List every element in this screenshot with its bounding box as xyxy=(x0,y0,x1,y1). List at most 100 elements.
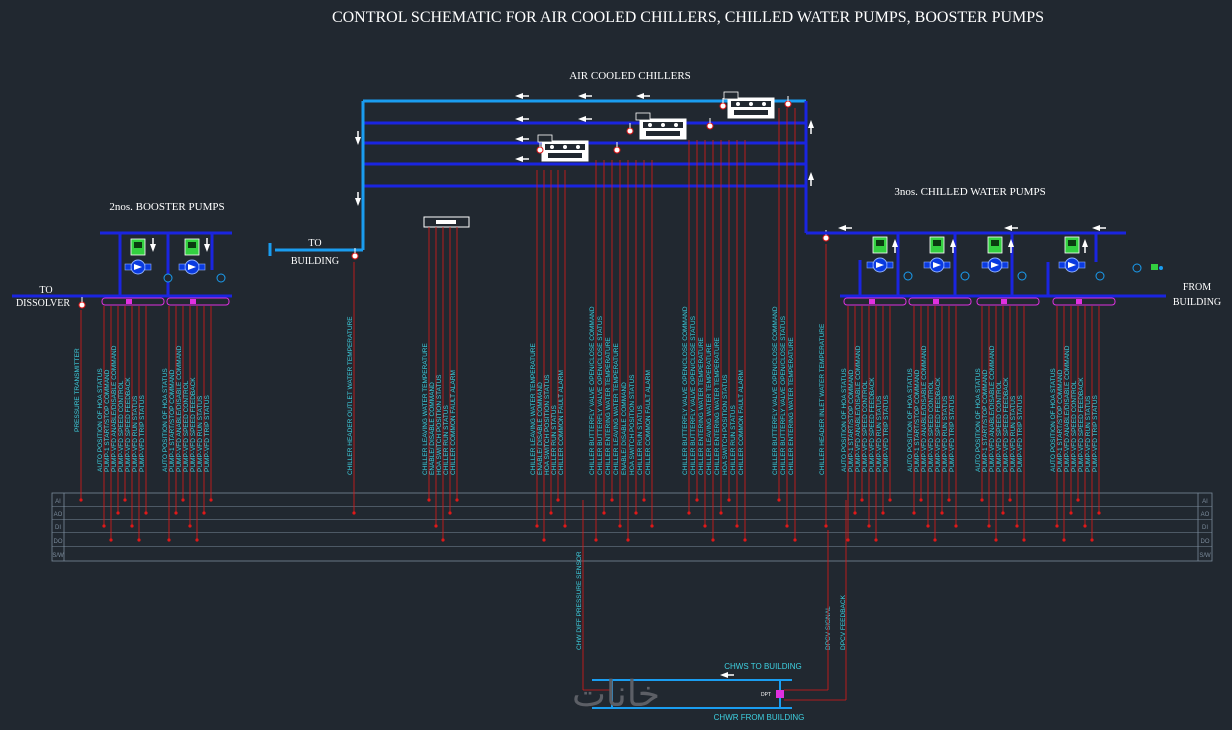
signal-label: HOA SWITCH POSITION STATUS xyxy=(544,374,551,475)
chiller-units xyxy=(351,91,830,260)
svg-text:DISSOLVER: DISSOLVER xyxy=(16,298,70,309)
chwp-piping xyxy=(806,231,1166,298)
signal-label: AUTO POSITION OF HOA STATUS xyxy=(975,368,982,472)
bus-connection-dot xyxy=(109,538,113,542)
bus-connection-dot xyxy=(427,498,431,502)
bus-connection-dot xyxy=(167,538,171,542)
bus-connection-dot xyxy=(785,524,789,528)
bus-connection-dot xyxy=(777,498,781,502)
bus-connection-dot xyxy=(1015,524,1019,528)
signal-label: PUMP-VFD RUN STATUS xyxy=(197,395,204,472)
svg-text:BUILDING: BUILDING xyxy=(1173,297,1221,308)
signal-label: CHILLER ENTERING WATER TEMPERATURE xyxy=(605,337,612,475)
signal-label: PUMP-VFD SPEED FEEDBACK xyxy=(869,377,876,472)
bus-connection-dot xyxy=(195,538,199,542)
signal-label: PUMP-1 START/STOP COMMAND xyxy=(169,369,176,472)
signal-label: PUMP-VFD RUN STATUS xyxy=(942,395,949,472)
bus-connection-dot xyxy=(102,524,106,528)
bus-row-label: DO xyxy=(1201,539,1210,545)
chw-building-loop: DPT CHWS TO BUILDING CHWR FROM BUILDING xyxy=(582,500,847,722)
bus-connection-dot xyxy=(79,498,83,502)
booster-heading: 2nos. BOOSTER PUMPS xyxy=(109,201,224,213)
svg-text:TO: TO xyxy=(39,285,52,296)
bus-connection-dot xyxy=(1069,511,1073,515)
signal-labels: PRESSURE TRANSMITTER AUTO POSITION OF HOA… xyxy=(74,306,1099,650)
bus-connection-dot xyxy=(743,538,747,542)
signal-label: PUMP-VFD TRIP STATUS xyxy=(139,395,146,472)
bus-row-label: AO xyxy=(54,512,63,518)
signal-label: AUTO POSITION OF HOA STATUS xyxy=(841,368,848,472)
bus-row-label: DI xyxy=(1202,525,1208,531)
signal-label: CHILLER COMMON FAULT ALARM xyxy=(738,370,745,475)
bus-connection-dot xyxy=(727,498,731,502)
page-title: CONTROL SCHEMATIC FOR AIR COOLED CHILLER… xyxy=(332,9,1044,26)
bus-connection-dot xyxy=(860,498,864,502)
signal-label: HOA SWITCH POSITION STATUS xyxy=(629,374,636,475)
signal-label: AUTO POSITION OF HOA STATUS xyxy=(907,368,914,472)
chwp-pumps xyxy=(837,224,1163,306)
bus-connection-dot xyxy=(1055,524,1059,528)
signal-label: CHILLER RUN STATUS xyxy=(637,405,644,475)
bus-connection-dot xyxy=(687,511,691,515)
signal-lines xyxy=(79,108,1101,542)
bus-connection-dot xyxy=(987,524,991,528)
chiller-supply-pipes xyxy=(268,99,808,256)
signal-label: CHILLER LEAVING WATER TEMPERATURE xyxy=(530,343,537,475)
signal-label: PUMP-VFD ANABLE/DISABLE COMMAND xyxy=(1064,345,1071,472)
booster-pump-piping xyxy=(12,231,232,298)
chwp-heading: 3nos. CHILLED WATER PUMPS xyxy=(894,186,1045,198)
bus-connection-dot xyxy=(912,511,916,515)
bus-row-label: AI xyxy=(1202,499,1208,505)
bus-connection-dot xyxy=(130,524,134,528)
signal-label: CHILLER COMMON FAULT ALARM xyxy=(450,370,457,475)
bus-connection-dot xyxy=(352,511,356,515)
bus-connection-dot xyxy=(188,524,192,528)
bus-connection-dot xyxy=(434,524,438,528)
bus-connection-dot xyxy=(994,538,998,542)
bus-connection-dot xyxy=(793,538,797,542)
signal-label: CHILLER RUN STATUS xyxy=(730,405,737,475)
signal-label: PUMP-VFD RUN STATUS xyxy=(132,395,139,472)
bus-connection-dot xyxy=(846,538,850,542)
signal-label: PUMP-VFD SPEED CONTROL xyxy=(118,380,125,472)
bus-connection-dot xyxy=(874,538,878,542)
bus-connection-dot xyxy=(116,511,120,515)
bus-connection-dot xyxy=(563,524,567,528)
signal-label: PUMP-VFD SPEED FEEDBACK xyxy=(125,377,132,472)
bus-connection-dot xyxy=(556,498,560,502)
bus-connection-dot xyxy=(594,538,598,542)
signal-label: DPCV FEEDBACK xyxy=(840,594,847,650)
signal-label: PUMP-VFD TRIP STATUS xyxy=(1092,395,1099,472)
signal-label: PUMP-1 START/STOP COMMAND xyxy=(914,369,921,472)
bus-connection-dot xyxy=(719,511,723,515)
bus-row-label: S/W xyxy=(1199,553,1211,559)
bus-connection-dot xyxy=(542,538,546,542)
bus-connection-dot xyxy=(618,524,622,528)
chillers-heading: AIR COOLED CHILLERS xyxy=(569,70,691,82)
signal-label: CHILLER LEAVING WATER TEMPERATURE xyxy=(613,343,620,475)
bus-connection-dot xyxy=(980,498,984,502)
bus-connection-dot xyxy=(881,511,885,515)
bus-connection-dot xyxy=(1062,538,1066,542)
bus-connection-dot xyxy=(867,524,871,528)
svg-text:BUILDING: BUILDING xyxy=(291,256,339,267)
signal-label: CHILLER COMMON FAULT ALARM xyxy=(645,370,652,475)
signal-label: PUMP-VFD SPEED FEEDBACK xyxy=(1078,377,1085,472)
signal-label: CHILLER BUTTERFLY VALVE OPEN/CLOSE COMMA… xyxy=(589,306,596,475)
signal-label: PUMP-VFD RUN STATUS xyxy=(1010,395,1017,472)
bus-connection-dot xyxy=(202,511,206,515)
signal-label: PUMP-VFD TRIP STATUS xyxy=(883,395,890,472)
bus-row-label: DI xyxy=(55,525,61,531)
bus-connection-dot xyxy=(919,498,923,502)
bus-connection-dot xyxy=(209,498,213,502)
signal-label: HOA SWITCH POSITION STATUS xyxy=(722,374,729,475)
bus-connection-dot xyxy=(824,524,828,528)
bus-connection-dot xyxy=(535,524,539,528)
signal-label: PUMP-VFD ANABLE/DISABLE COMMAND xyxy=(921,345,928,472)
signal-label: PUMP-VFD ANABLE/DISABLE COMMAND xyxy=(111,345,118,472)
svg-text:TO: TO xyxy=(308,238,321,249)
bus-connection-dot xyxy=(947,498,951,502)
signal-label: ENABLE/ DISABLE COMMAND xyxy=(621,382,628,475)
